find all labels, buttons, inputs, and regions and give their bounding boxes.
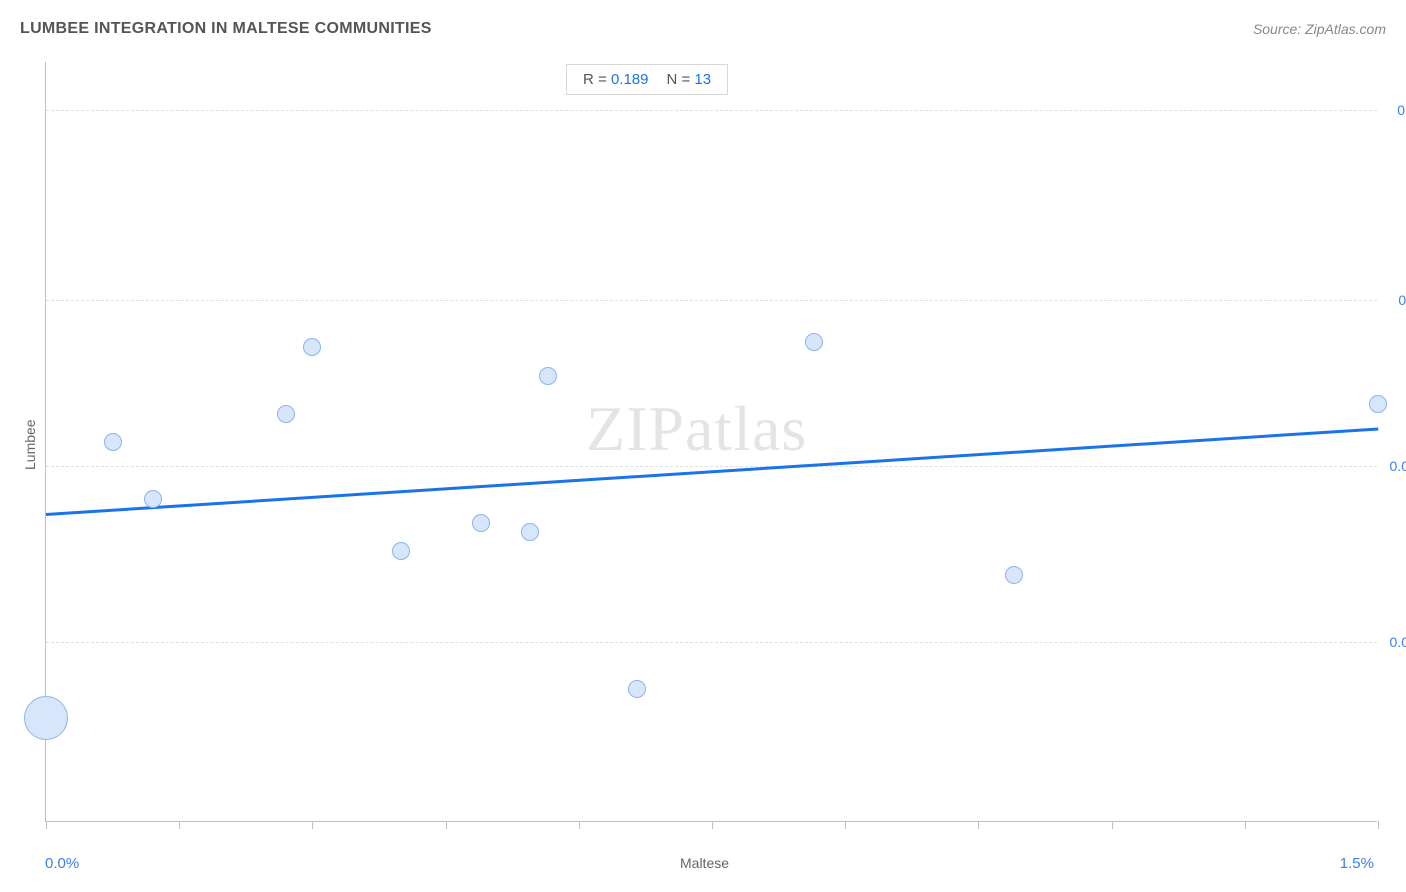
stat-n-value: 13 xyxy=(694,71,711,88)
data-point xyxy=(1369,395,1387,413)
grid-line xyxy=(46,642,1377,643)
grid-line xyxy=(46,300,1377,301)
watermark-thin: atlas xyxy=(685,393,807,464)
data-point xyxy=(277,405,295,423)
y-tick-label: 0.038% xyxy=(1382,634,1406,650)
data-point xyxy=(539,367,557,385)
x-tick xyxy=(46,821,47,829)
data-point xyxy=(1005,566,1023,584)
data-point xyxy=(24,696,68,740)
watermark-bold: ZIP xyxy=(586,393,685,464)
x-tick xyxy=(446,821,447,829)
x-axis-label: Maltese xyxy=(680,855,729,871)
stat-r: R = 0.189 xyxy=(583,71,648,88)
y-axis-label: Lumbee xyxy=(22,419,38,470)
watermark: ZIPatlas xyxy=(586,392,807,466)
data-point xyxy=(628,680,646,698)
chart-header: LUMBEE INTEGRATION IN MALTESE COMMUNITIE… xyxy=(20,20,1386,38)
chart-plot-area: R = 0.189 N = 13 ZIPatlas 0.038%0.075%0.… xyxy=(45,62,1377,822)
x-tick xyxy=(1378,821,1379,829)
y-tick-label: 0.075% xyxy=(1382,458,1406,474)
x-axis-max: 1.5% xyxy=(1340,855,1374,872)
stats-badge: R = 0.189 N = 13 xyxy=(566,64,728,95)
stat-n: N = 13 xyxy=(666,71,711,88)
y-tick-label: 0.15% xyxy=(1382,102,1406,118)
data-point xyxy=(521,523,539,541)
grid-line xyxy=(46,466,1377,467)
x-tick xyxy=(1112,821,1113,829)
x-tick xyxy=(312,821,313,829)
x-tick xyxy=(1245,821,1246,829)
x-axis-min: 0.0% xyxy=(45,855,79,872)
x-tick xyxy=(712,821,713,829)
data-point xyxy=(805,333,823,351)
x-tick xyxy=(179,821,180,829)
data-point xyxy=(392,542,410,560)
data-point xyxy=(104,433,122,451)
data-point xyxy=(303,338,321,356)
trend-line xyxy=(46,428,1378,516)
chart-title: LUMBEE INTEGRATION IN MALTESE COMMUNITIE… xyxy=(20,20,432,38)
stat-r-value: 0.189 xyxy=(611,71,649,88)
stat-r-label: R = xyxy=(583,71,607,88)
data-point xyxy=(472,514,490,532)
grid-line xyxy=(46,110,1377,111)
chart-source: Source: ZipAtlas.com xyxy=(1253,21,1386,37)
y-tick-label: 0.11% xyxy=(1382,292,1406,308)
x-tick xyxy=(978,821,979,829)
x-tick xyxy=(579,821,580,829)
x-tick xyxy=(845,821,846,829)
data-point xyxy=(144,490,162,508)
stat-n-label: N = xyxy=(666,71,690,88)
